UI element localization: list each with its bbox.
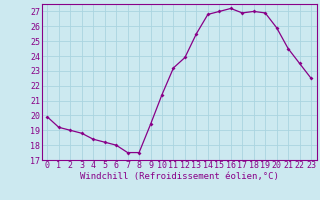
X-axis label: Windchill (Refroidissement éolien,°C): Windchill (Refroidissement éolien,°C) xyxy=(80,172,279,181)
